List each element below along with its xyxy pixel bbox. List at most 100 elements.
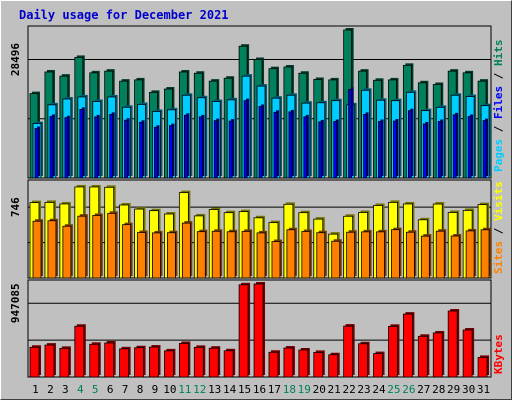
files-bar-shadow	[470, 114, 474, 176]
kbytes-bar	[283, 347, 294, 378]
kbytes-bar	[402, 313, 413, 378]
files-bar	[407, 110, 412, 179]
kbytes-bar	[178, 343, 189, 378]
files-bar	[79, 109, 84, 179]
files-bar	[94, 116, 99, 179]
hits-legend-part: Files	[492, 86, 505, 126]
sites-bar	[465, 230, 475, 279]
files-bar-shadow	[111, 112, 115, 176]
files-bar	[333, 121, 338, 179]
x-tick-label: 23	[357, 383, 370, 396]
x-tick-label: 13	[208, 383, 221, 396]
kbytes-bar	[193, 346, 204, 378]
sites-bar	[346, 231, 356, 279]
files-bar-shadow	[320, 119, 324, 176]
kbytes-bar	[29, 346, 40, 378]
kbytes-bar	[462, 329, 473, 378]
sites-bar	[137, 232, 146, 279]
visits-legend-part: Sites	[492, 241, 505, 274]
files-bar-shadow	[305, 114, 309, 176]
kbytes-bar	[59, 347, 70, 378]
files-bar	[437, 121, 442, 179]
sites-bar	[167, 232, 176, 279]
visits-legend-part: Visits	[492, 181, 505, 227]
x-tick-label: 20	[313, 383, 326, 396]
x-tick-label: 3	[62, 383, 69, 396]
files-bar-shadow	[96, 114, 100, 176]
visits-legend-part: /	[492, 227, 505, 241]
files-bar-shadow	[171, 123, 175, 176]
x-tick-label: 30	[462, 383, 475, 396]
files-bar	[243, 100, 248, 179]
kbytes-bar	[149, 346, 159, 378]
sites-bar	[196, 231, 206, 279]
sites-bar	[32, 220, 42, 279]
files-bar	[363, 113, 367, 179]
x-tick-label: 9	[152, 383, 159, 396]
sites-bar	[256, 232, 266, 279]
files-bar-shadow	[335, 119, 339, 176]
x-tick-label: 16	[253, 383, 266, 396]
files-bar	[154, 126, 158, 179]
files-bar-shadow	[126, 118, 130, 176]
files-bar-shadow	[395, 119, 399, 176]
files-bar	[213, 120, 218, 179]
chart-title: Daily usage for December 2021	[19, 8, 229, 22]
hits-legend: Pages / Files / Hits	[492, 40, 505, 173]
kbytes-bar	[388, 325, 398, 378]
sites-bar	[181, 222, 191, 279]
kbytes-bar	[104, 342, 115, 378]
sites-bar	[152, 232, 161, 279]
sites-bar	[62, 225, 72, 279]
kbytes-bar	[477, 356, 488, 378]
visits-legend: Sites / Visits	[492, 181, 505, 274]
files-bar-shadow	[485, 118, 489, 176]
kbytes-bar	[358, 343, 368, 378]
sites-bar	[420, 235, 430, 279]
files-bar-shadow	[425, 121, 429, 176]
hits-legend-part: /	[492, 72, 505, 86]
sites-bar	[211, 230, 221, 279]
sites-bar	[376, 231, 385, 279]
kbytes-bar	[44, 344, 55, 378]
x-tick-label: 18	[283, 383, 296, 396]
files-bar	[169, 125, 173, 179]
files-bar	[348, 89, 353, 179]
x-tick-label: 29	[447, 383, 460, 396]
sites-bar	[405, 231, 415, 279]
files-bar	[183, 114, 188, 179]
files-bar-shadow	[186, 113, 190, 176]
files-bar	[228, 120, 233, 179]
files-bar-shadow	[290, 109, 294, 176]
kbytes-bar	[164, 350, 174, 378]
files-bar-shadow	[66, 115, 70, 176]
sites-bar	[47, 220, 57, 279]
sites-bar	[391, 229, 400, 279]
sites-bar	[241, 230, 251, 279]
sites-bar	[92, 215, 102, 279]
sites-bar	[271, 241, 281, 279]
kbytes-bar	[74, 325, 85, 378]
files-bar-shadow	[141, 120, 145, 176]
kbytes-bar	[313, 352, 324, 378]
x-tick-label: 17	[268, 383, 281, 396]
kbytes-bar	[373, 353, 383, 378]
files-bar	[482, 120, 487, 179]
files-bar-shadow	[216, 118, 220, 176]
x-tick-label: 27	[417, 383, 430, 396]
files-bar	[288, 111, 293, 179]
sites-bar	[107, 212, 117, 279]
sites-bar	[435, 230, 445, 279]
x-tick-label: 1	[32, 383, 39, 396]
files-bar	[422, 123, 427, 179]
files-bar-shadow	[156, 125, 160, 176]
x-tick-label: 12	[193, 383, 206, 396]
x-tick-label: 24	[372, 383, 386, 396]
x-tick-label: 22	[342, 383, 355, 396]
kbytes-bar	[447, 310, 458, 378]
x-tick-label: 10	[163, 383, 176, 396]
x-tick-label: 25	[387, 383, 400, 396]
x-tick-label: 5	[92, 383, 99, 396]
files-bar-shadow	[350, 87, 354, 176]
files-bar	[198, 116, 203, 179]
